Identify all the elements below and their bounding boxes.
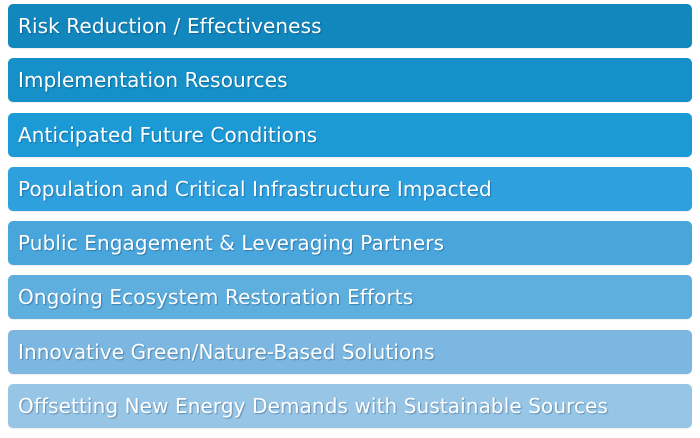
criteria-bar-implementation-resources: Implementation Resources [8, 58, 692, 102]
criteria-bar-green-solutions: Innovative Green/Nature-Based Solutions [8, 330, 692, 374]
criteria-label: Offsetting New Energy Demands with Susta… [18, 394, 608, 418]
criteria-label: Implementation Resources [18, 68, 288, 92]
criteria-label: Public Engagement & Leveraging Partners [18, 231, 444, 255]
criteria-bar-risk-reduction: Risk Reduction / Effectiveness [8, 4, 692, 48]
criteria-bar-energy-demands: Offsetting New Energy Demands with Susta… [8, 384, 692, 428]
criteria-label: Innovative Green/Nature-Based Solutions [18, 340, 435, 364]
criteria-label: Population and Critical Infrastructure I… [18, 177, 492, 201]
criteria-label: Risk Reduction / Effectiveness [18, 14, 322, 38]
criteria-label: Ongoing Ecosystem Restoration Efforts [18, 285, 413, 309]
criteria-bar-population-infrastructure: Population and Critical Infrastructure I… [8, 167, 692, 211]
criteria-bar-public-engagement: Public Engagement & Leveraging Partners [8, 221, 692, 265]
criteria-bar-ecosystem-restoration: Ongoing Ecosystem Restoration Efforts [8, 275, 692, 319]
criteria-label: Anticipated Future Conditions [18, 123, 317, 147]
criteria-list: Risk Reduction / Effectiveness Implement… [8, 4, 692, 438]
criteria-bar-future-conditions: Anticipated Future Conditions [8, 113, 692, 157]
